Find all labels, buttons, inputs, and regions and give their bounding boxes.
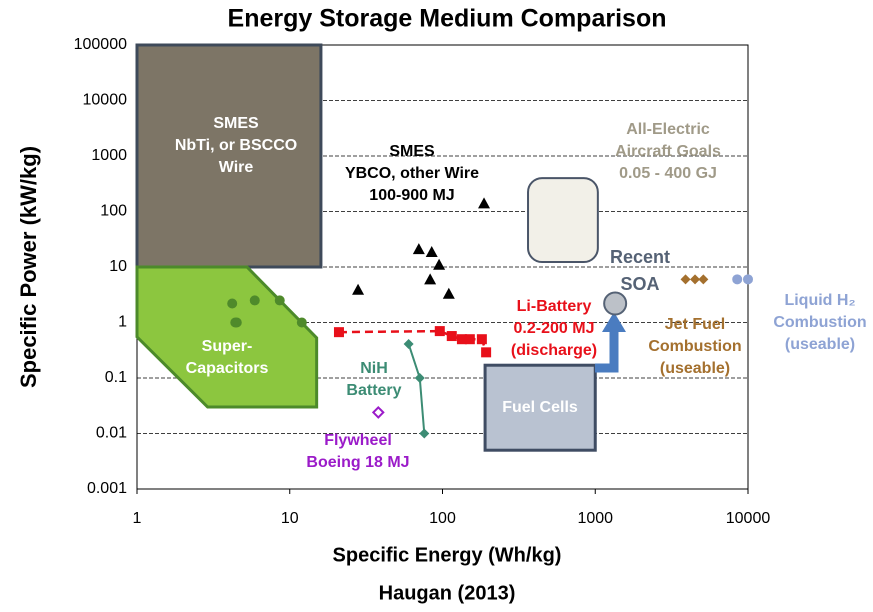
annotation: 0.2-200 MJ — [514, 320, 595, 337]
annotation: (discharge) — [511, 342, 597, 359]
annotation: Jet Fuel — [665, 316, 725, 333]
caption: Haugan (2013) — [379, 582, 516, 604]
annotation: (useable) — [785, 336, 855, 353]
point — [743, 274, 753, 285]
annotation: Battery — [346, 382, 401, 399]
point — [481, 347, 492, 358]
annotation: NbTi, or BSCCO — [175, 137, 297, 154]
point — [698, 274, 709, 285]
region — [135, 43, 323, 269]
annotation: All-Electric — [626, 121, 710, 138]
point — [419, 428, 430, 439]
y-tick-label: 0.001 — [87, 480, 127, 497]
x-tick-label: 100 — [429, 510, 456, 527]
annotation: Fuel Cells — [502, 399, 578, 416]
point — [371, 405, 385, 419]
annotation: Aircraft Goals — [615, 143, 721, 160]
point — [412, 243, 425, 255]
point — [425, 246, 438, 258]
arrow-head — [602, 312, 626, 332]
point — [476, 334, 487, 345]
point — [424, 273, 437, 285]
annotation: Boeing 18 MJ — [306, 454, 409, 471]
x-axis-label: Specific Energy (Wh/kg) — [333, 544, 562, 566]
point — [414, 373, 425, 383]
annotation: Combustion — [648, 338, 741, 355]
point — [403, 338, 414, 349]
point — [456, 334, 467, 345]
annotation: 100-900 MJ — [369, 187, 454, 204]
point — [442, 287, 455, 299]
annotation: Recent — [610, 247, 670, 267]
point — [446, 331, 457, 342]
y-tick-label: 10 — [109, 258, 127, 275]
series-line — [407, 343, 426, 434]
y-tick-label: 1000 — [91, 147, 127, 164]
annotation: 0.05 - 400 GJ — [619, 165, 717, 182]
point — [352, 283, 365, 295]
annotation: NiH — [360, 360, 388, 377]
point — [433, 258, 446, 270]
x-tick-label: 10000 — [726, 510, 771, 527]
point — [434, 326, 445, 337]
annotation: SMES — [213, 115, 259, 132]
point — [296, 317, 307, 328]
annotation: Flywheel — [324, 432, 392, 449]
point — [603, 291, 628, 316]
x-tick-label: 1 — [133, 510, 142, 527]
y-tick-label: 100 — [100, 203, 127, 220]
chart-title: Energy Storage Medium Comparison — [228, 5, 667, 33]
annotation: YBCO, other Wire — [345, 165, 479, 182]
point — [249, 295, 260, 306]
y-tick-label: 100000 — [74, 36, 127, 53]
annotation: Combustion — [773, 314, 866, 331]
annotation: Li-Battery — [517, 298, 592, 315]
point — [478, 197, 491, 209]
y-tick-label: 0.1 — [105, 369, 127, 386]
annotation: SMES — [389, 143, 435, 160]
region — [483, 363, 597, 452]
point — [690, 274, 701, 285]
annotation: SOA — [620, 274, 659, 294]
arrow — [595, 330, 619, 373]
point — [333, 327, 344, 338]
point — [230, 317, 241, 328]
annotation: Capacitors — [186, 360, 269, 377]
y-axis-label: Specific Power (kW/kg) — [16, 146, 41, 388]
point — [732, 274, 743, 285]
annotation: Super- — [202, 338, 253, 355]
y-tick-label: 10000 — [83, 92, 128, 109]
annotation: Wire — [219, 159, 254, 176]
x-tick-label: 10 — [281, 510, 299, 527]
point — [274, 295, 285, 306]
annotation: Liquid H₂ — [784, 292, 855, 309]
point — [464, 334, 475, 345]
y-tick-label: 1 — [118, 314, 127, 331]
x-tick-label: 1000 — [577, 510, 613, 527]
annotation: (useable) — [660, 360, 730, 377]
point — [680, 274, 691, 285]
region — [527, 177, 599, 264]
point — [227, 298, 238, 309]
y-tick-label: 0.01 — [96, 425, 127, 442]
region — [135, 265, 319, 409]
